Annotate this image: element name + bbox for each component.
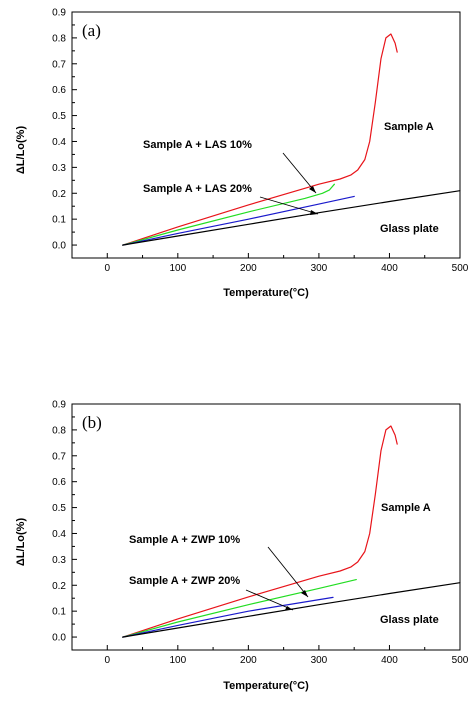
y-axis-title-a: ΔL/Lo(%)	[15, 126, 27, 175]
y-tick-label: 0.6	[52, 85, 66, 96]
series-label-sample-a-b: Sample A	[381, 502, 431, 514]
series-label-glass-b: Glass plate	[380, 614, 439, 626]
lines-a	[122, 33, 461, 246]
pointer-zwp10-b	[267, 546, 309, 598]
series-line-3	[122, 190, 461, 246]
ticks-b: 0 100 200 300 400 500 0.0 0.1 0.2 0.3 0.4 0.5 0.6 0.7…	[52, 400, 469, 667]
series-label-las20-a: Sample A + LAS 20%	[143, 183, 252, 195]
x-tick-label: 200	[240, 263, 257, 274]
y-tick-label: 0.4	[52, 137, 66, 148]
y-tick-label: 0.5	[52, 503, 66, 514]
series-line-0	[122, 33, 398, 246]
x-axis-title-a: Temperature(°C)	[223, 287, 309, 299]
x-tick-label: 0	[104, 655, 110, 666]
y-tick-label: 0.1	[52, 215, 66, 226]
y-tick-label: 0.7	[52, 59, 66, 70]
ticks-a: 0 100 200 300 400 500 0.0 0.1 0.2 0.3 0.4 0.5 0.6 0.7…	[52, 8, 469, 275]
y-tick-label: 0.4	[52, 529, 66, 540]
series-label-zwp20-b: Sample A + ZWP 20%	[129, 575, 240, 587]
y-tick-label: 0.3	[52, 163, 66, 174]
panel-label-a: (a)	[82, 21, 101, 40]
pointer-head-zwp20-b	[285, 606, 293, 610]
y-axis-title-b: ΔL/Lo(%)	[15, 518, 27, 567]
y-tick-label: 0.0	[52, 633, 66, 644]
series-label-las10-a: Sample A + LAS 10%	[143, 139, 252, 151]
pointer-head-zwp10-b	[301, 590, 308, 597]
x-axis-title-b: Temperature(°C)	[223, 680, 309, 692]
x-tick-label: 400	[381, 655, 398, 666]
x-tick-label: 0	[104, 263, 110, 274]
panel-label-b: (b)	[82, 413, 102, 432]
y-tick-label: 0.7	[52, 451, 66, 462]
x-tick-label: 200	[240, 655, 257, 666]
y-tick-label: 0.5	[52, 111, 66, 122]
series-line-3	[122, 582, 461, 638]
y-tick-label: 0.9	[52, 400, 66, 411]
series-line-1	[122, 183, 335, 246]
pointer-head-las10-a	[309, 186, 316, 193]
pointer-zwp20-b	[245, 589, 294, 611]
x-tick-label: 100	[169, 263, 186, 274]
y-tick-label: 0.8	[52, 33, 66, 44]
pointer-head-las20-a	[310, 210, 318, 215]
y-tick-label: 0.3	[52, 555, 66, 566]
y-tick-label: 0.8	[52, 425, 66, 436]
lines-b	[122, 425, 461, 638]
x-tick-label: 100	[169, 655, 186, 666]
x-tick-label: 300	[311, 655, 328, 666]
series-label-zwp10-b: Sample A + ZWP 10%	[129, 534, 240, 546]
y-tick-label: 0.2	[52, 189, 66, 200]
series-line-0	[122, 425, 398, 638]
y-tick-label: 0.9	[52, 8, 66, 19]
x-tick-label: 300	[311, 263, 328, 274]
panel-a: (a) ΔL/Lo(%) Temperature(°C) 0 100 200 300 4…	[15, 8, 469, 300]
series-label-sample-a-a: Sample A	[384, 121, 434, 133]
plot-frame-b	[71, 403, 461, 651]
x-tick-label: 500	[452, 263, 469, 274]
series-line-1	[122, 578, 357, 638]
panel-b: (b) ΔL/Lo(%) Temperature(°C) 0 100 200 300 4…	[15, 400, 469, 693]
pointer-las20-a	[259, 196, 319, 215]
y-tick-label: 0.2	[52, 581, 66, 592]
x-tick-label: 400	[381, 263, 398, 274]
x-tick-label: 500	[452, 655, 469, 666]
series-line-2	[122, 195, 355, 246]
plot-frame-a	[71, 11, 461, 259]
series-label-glass-a: Glass plate	[380, 223, 439, 235]
y-tick-label: 0.1	[52, 607, 66, 618]
y-tick-label: 0.0	[52, 241, 66, 252]
pointer-las10-a	[282, 152, 317, 194]
y-tick-label: 0.6	[52, 477, 66, 488]
series-line-2	[122, 596, 334, 638]
